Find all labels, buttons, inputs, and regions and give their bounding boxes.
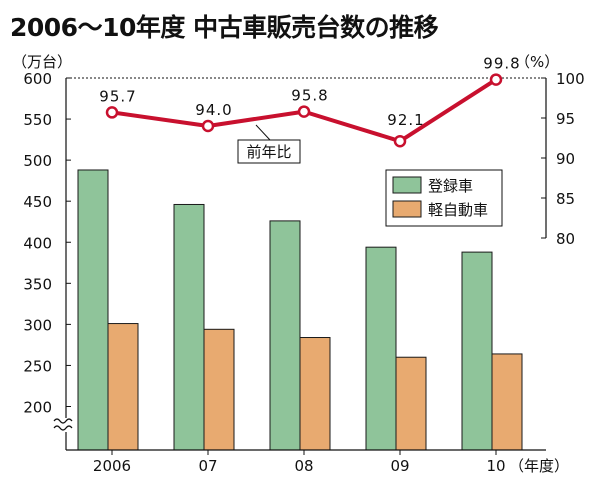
x-axis-unit: （年度） xyxy=(509,457,569,475)
bar-registered-09 xyxy=(365,246,397,451)
x-tick-label-2006: 2006 xyxy=(93,457,131,475)
y-left-tick-label-250: 250 xyxy=(23,357,52,375)
y-left-tick-label-550: 550 xyxy=(23,111,52,129)
point-yoy-2006 xyxy=(105,106,119,119)
data-label-yoy-09: 92.1 xyxy=(387,111,424,129)
point-yoy-07 xyxy=(201,119,215,133)
y-left-tick-label-400: 400 xyxy=(23,234,52,252)
y-left-tick-label-500: 500 xyxy=(23,152,52,170)
y-right-tick-label-90: 90 xyxy=(556,150,575,168)
bar-registered-2006 xyxy=(77,169,109,451)
line-label-box xyxy=(237,139,301,164)
legend-swatch-registered xyxy=(392,176,422,194)
y-left-tick-label-300: 300 xyxy=(23,316,52,334)
bar-registered-07 xyxy=(173,203,205,451)
y-left-tick-label-600: 600 xyxy=(23,70,52,88)
bar-kei-09 xyxy=(395,356,427,451)
y-right-tick-label-85: 85 xyxy=(556,190,575,208)
y-right-tick-label-95: 95 xyxy=(556,110,575,128)
bar-kei-07 xyxy=(203,328,235,451)
point-yoy-10 xyxy=(489,73,503,86)
data-label-yoy-07: 94.0 xyxy=(195,101,232,119)
chart-title: 2006～10年度 中古車販売台数の推移 xyxy=(10,13,439,42)
point-yoy-08 xyxy=(297,105,311,118)
y-left-tick-label-450: 450 xyxy=(23,193,52,211)
bar-registered-10 xyxy=(461,251,493,451)
data-label-yoy-10: 99.8 xyxy=(483,55,520,73)
x-tick-label-09: 09 xyxy=(390,457,409,475)
y-left-tick-label-350: 350 xyxy=(23,275,52,293)
y-left-tick-label-200: 200 xyxy=(23,399,52,417)
data-label-yoy-2006: 95.7 xyxy=(99,87,136,105)
bar-registered-08 xyxy=(269,220,301,451)
legend-label-kei: 軽自動車 xyxy=(428,201,488,219)
x-tick-label-07: 07 xyxy=(198,457,217,475)
axis-break-mark-1 xyxy=(53,418,73,424)
line-label-leader xyxy=(255,124,271,141)
bar-kei-2006 xyxy=(107,323,139,451)
line-label-text: 前年比 xyxy=(246,143,291,161)
axis-break-mark-2 xyxy=(53,425,73,431)
legend-swatch-kei xyxy=(392,200,422,218)
y-left-unit: （万台） xyxy=(12,53,72,71)
data-label-yoy-08: 95.8 xyxy=(291,87,328,105)
bar-kei-08 xyxy=(299,337,331,451)
y-right-tick-label-100: 100 xyxy=(556,70,585,88)
x-tick-label-08: 08 xyxy=(294,457,313,475)
legend-label-registered: 登録車 xyxy=(428,177,473,195)
point-yoy-09 xyxy=(393,134,407,148)
y-right-unit: （%） xyxy=(515,53,559,71)
y-right-tick-label-80: 80 xyxy=(556,230,575,248)
bar-kei-10 xyxy=(491,353,523,451)
x-tick-label-10: 10 xyxy=(486,457,505,475)
